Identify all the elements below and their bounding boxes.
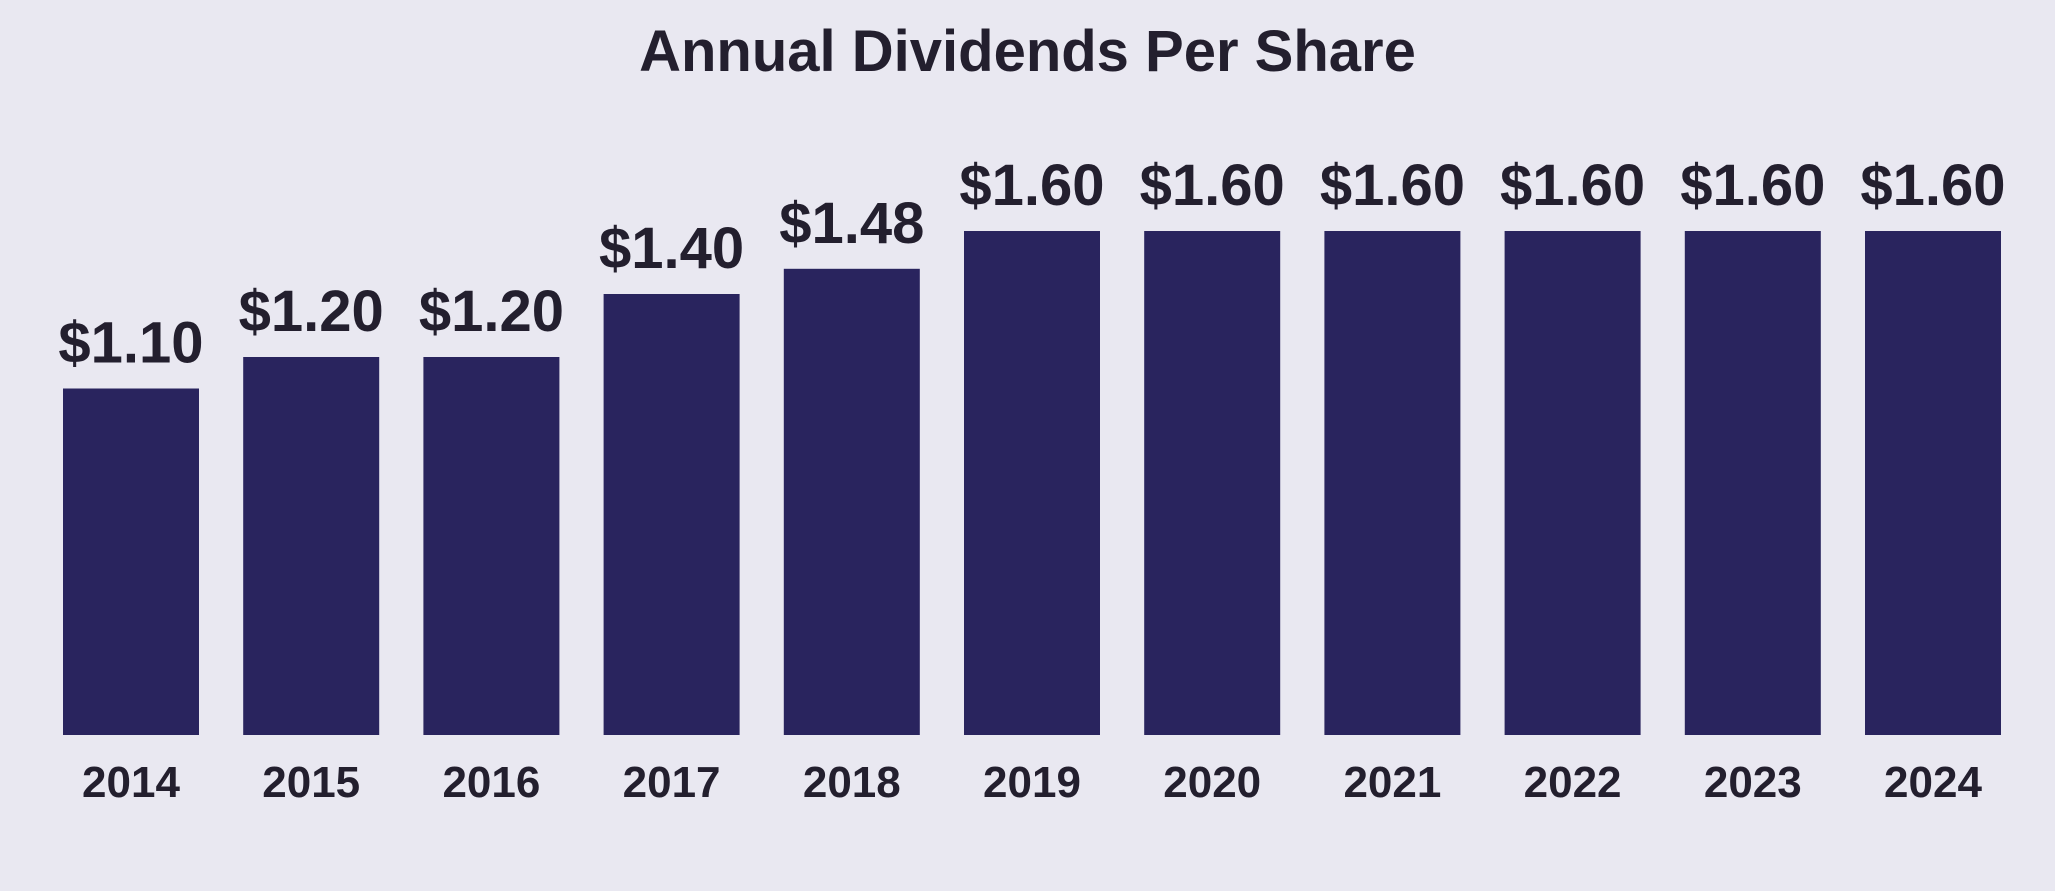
data-label-2020: $1.60 [1140,153,1285,218]
x-tick-label-2019: 2019 [983,758,1081,807]
data-label-2016: $1.20 [419,279,564,344]
x-tick-label-2023: 2023 [1704,758,1802,807]
data-label-2018: $1.48 [779,191,924,256]
data-label-2017: $1.40 [599,216,744,281]
x-tick-label-2020: 2020 [1163,758,1261,807]
bar-2023 [1684,231,1821,735]
x-tick-label-2022: 2022 [1524,758,1622,807]
chart-title: Annual Dividends Per Share [639,19,1416,84]
data-label-2022: $1.60 [1500,153,1645,218]
x-tick-label-2015: 2015 [262,758,360,807]
bar-2024 [1865,231,2001,735]
x-tick-label-2021: 2021 [1343,758,1441,807]
bar-2018 [783,268,920,735]
x-tick-label-2018: 2018 [803,758,901,807]
x-axis-tick-labels: 2014 2015 2016 2017 2018 2019 2020 2021 2022 2023… [82,758,1982,807]
bar-2019 [964,231,1100,735]
value-labels-group: $1.10 $1.20 $1.20 $1.40 $1.48 $1.60 $1.60 $1.60… [58,153,2005,376]
data-label-2015: $1.20 [239,279,384,344]
bar-2016 [423,357,560,735]
bar-2020 [1144,231,1281,735]
x-tick-label-2016: 2016 [442,758,540,807]
x-tick-label-2017: 2017 [623,758,721,807]
data-label-2024: $1.60 [1860,153,2005,218]
bar-2022 [1504,231,1641,735]
bars-group [63,231,2001,735]
bar-2021 [1324,231,1461,735]
data-label-2019: $1.60 [959,153,1104,218]
x-tick-label-2014: 2014 [82,758,180,807]
data-label-2023: $1.60 [1680,153,1825,218]
bar-2015 [243,357,380,735]
data-label-2021: $1.60 [1320,153,1465,218]
data-label-2014: $1.10 [58,311,203,376]
x-tick-label-2024: 2024 [1884,758,1982,807]
bar-2017 [603,294,740,735]
bar-2014 [63,388,199,735]
